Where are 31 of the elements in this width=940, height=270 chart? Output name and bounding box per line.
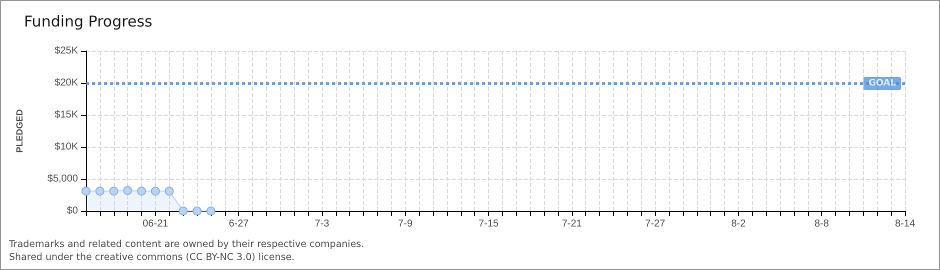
ref-line-label: GOAL [868, 78, 896, 88]
x-tick-label: 6-27 [228, 218, 250, 230]
x-tick-label: 8-14 [894, 218, 916, 230]
point [164, 186, 174, 196]
x-tick-label: 8-2 [731, 218, 746, 230]
point [82, 186, 90, 196]
point [150, 186, 160, 196]
text: Trademarks and related content are owned by their respective companies. [9, 238, 364, 251]
y-tick-label: $15K [54, 110, 78, 120]
y-tick-label: $10K [54, 142, 78, 152]
y-tick-label: $5,000 [47, 174, 78, 184]
x-tick-label: 7-21 [562, 218, 582, 230]
y-tick-label: $20K [54, 78, 78, 88]
point [123, 186, 132, 196]
point [95, 186, 104, 196]
y-tick-label: $25K [54, 46, 78, 56]
point [206, 206, 216, 216]
x-tick-label: 7-15 [478, 218, 500, 230]
y-tick-label: $0 [66, 206, 78, 216]
x-tick-label: 8-8 [814, 218, 830, 230]
point [192, 206, 202, 216]
text: Shared under the creative commons (CC BY-NC 3.0) license. [9, 251, 296, 264]
y-axis-title: PLEDGED [14, 108, 24, 153]
point [109, 186, 118, 196]
x-tick-label: 7-27 [645, 218, 666, 230]
x-tick-label: 7-9 [398, 218, 413, 230]
x-tick-label: 06-21 [142, 218, 169, 230]
x-tick-label: 7-3 [314, 218, 330, 230]
chart-title: Funding Progress [24, 12, 153, 30]
point [137, 186, 146, 196]
point [178, 206, 188, 216]
